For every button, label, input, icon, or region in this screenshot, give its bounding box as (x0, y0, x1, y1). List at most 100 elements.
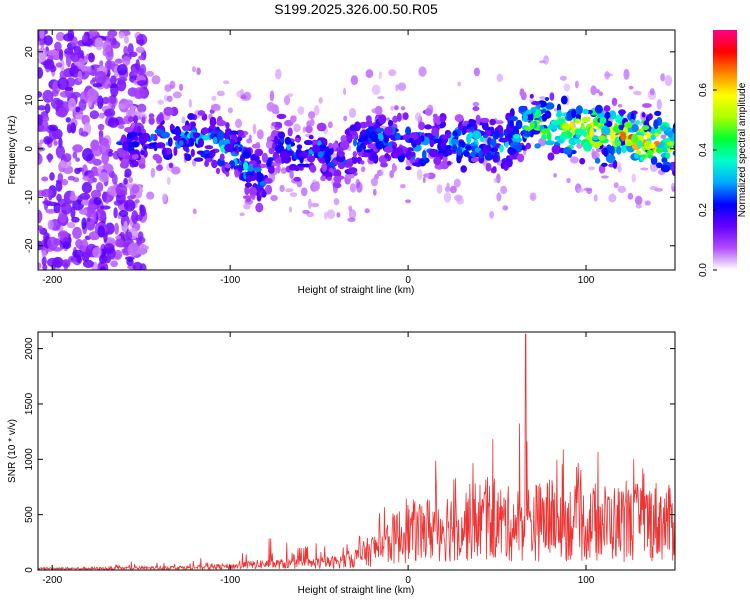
spectrogram-noise-blob (42, 200, 53, 205)
spectrogram-noise-blob (70, 190, 76, 201)
spectrogram-ridge-blob (519, 88, 525, 97)
spectrogram-noise-blob (92, 83, 103, 88)
spectrogram-ridge-blob (365, 115, 372, 123)
spectrogram-ridge-blob (541, 128, 550, 134)
spectrogram-noise-blob (93, 197, 102, 206)
spectrogram-noise-blob (65, 53, 72, 68)
spectrogram-ridge-blob (647, 113, 653, 120)
spectrogram-ridge-blob (463, 151, 470, 157)
spectrogram-speckle (416, 169, 423, 181)
spectrogram-ridge-blob (268, 147, 275, 155)
spectrogram-noise-blob (67, 30, 75, 41)
spectrogram-speckle (172, 91, 182, 99)
spectrogram-ridge-blob (280, 167, 287, 174)
spectrogram-ridge-blob (541, 134, 547, 141)
spectrogram-ridge-blob (645, 131, 651, 139)
spectrogram-noise-blob (90, 189, 102, 199)
spectrogram-noise-blob (115, 238, 124, 247)
colorbar-tick-label: 0.0 (698, 263, 709, 277)
spectrogram-ridge-blob (232, 147, 238, 152)
spectrogram-speckle (635, 204, 642, 209)
spectrogram-ridge-blob (402, 112, 409, 120)
spectrogram-ridge-blob (252, 167, 262, 173)
spectrogram-ridge-blob (653, 119, 659, 130)
spectrogram-speckle (348, 205, 353, 212)
spectrogram-ridge-blob (245, 197, 252, 203)
spectrogram-ridge-blob (655, 147, 664, 154)
colorbar: 0.0 0.2 0.4 0.6 Normalized spectral amplitu… (698, 30, 748, 277)
spectrogram-ridge-blob (394, 132, 401, 141)
spectrogram-noise-blob (113, 249, 123, 260)
spectrogram-ridge-blob (656, 162, 663, 169)
spectrogram-ridge-blob (337, 150, 345, 158)
spectrogram-speckle (377, 96, 385, 100)
spectrogram-noise-blob (41, 176, 49, 182)
spectrogram-noise-blob (81, 181, 92, 194)
spectrogram-ridge-blob (118, 124, 125, 129)
spectrogram-ridge-blob (197, 138, 204, 148)
spectrogram-ridge-blob (460, 165, 468, 173)
spectrogram-noise-blob (62, 153, 72, 163)
spectrogram-ridge-blob (561, 123, 571, 130)
snr-frame (37, 331, 676, 571)
spectrogram-speckle (418, 66, 427, 77)
spectrogram-ridge-blob (224, 163, 231, 169)
spectrogram-noise-blob (101, 152, 110, 165)
spectrogram-ridge-blob (616, 140, 622, 147)
spectrogram-speckle (289, 192, 298, 198)
spectrogram-ridge-blob (394, 105, 399, 111)
spectrogram-noise-blob (97, 95, 104, 110)
spectrogram-ridge-blob (620, 131, 626, 142)
spectrogram-ridge-blob (631, 124, 639, 132)
spectrogram-ridge-blob (534, 143, 541, 149)
spectrogram-ridge-blob (594, 157, 601, 164)
spectrogram-noise-blob (42, 264, 48, 270)
spectrogram-noise-blob (38, 91, 43, 98)
spectrogram-ridge-blob (324, 154, 331, 165)
spectrogram-y-axis-title: Frequency (Hz) (7, 116, 18, 185)
spectrogram-ridge-blob (549, 92, 555, 101)
spectrogram-ridge-blob (660, 164, 671, 173)
spectrogram-noise-blob (111, 104, 116, 110)
spectrogram-noise-blob (81, 34, 88, 43)
spectrogram-noise-blob (56, 193, 62, 202)
spectrogram-noise-blob (95, 182, 104, 192)
spectrogram-ridge-blob (156, 164, 163, 171)
colorbar-ticks: 0.0 0.2 0.4 0.6 (698, 83, 717, 277)
spectrogram-ridge-blob (255, 172, 264, 183)
spectrogram-noise-blob (137, 231, 144, 241)
spectrogram-speckle (311, 202, 320, 208)
spectrogram-noise-blob (82, 259, 94, 268)
spectrogram-speckle (256, 129, 264, 140)
spectrogram-speckle (664, 75, 673, 87)
spectrogram-speckle (349, 183, 357, 193)
spectrogram-ridge-blob (372, 153, 379, 164)
spectrogram-speckle (496, 192, 502, 202)
spectrogram-ridge-blob (431, 127, 439, 137)
spectrogram-speckle (196, 67, 201, 76)
spectrogram-noise-blob (54, 41, 62, 51)
spectrogram-noise-blob (55, 31, 65, 42)
spectrogram-speckle (576, 188, 585, 193)
spectrogram-noise-blob (53, 140, 58, 146)
spectrogram-ridge-blob (129, 150, 138, 155)
spectrogram-ridge-blob (333, 169, 342, 179)
spectrogram-ridge-blob (117, 149, 127, 158)
spectrogram-ridge-blob (529, 120, 535, 130)
spectrogram-ridge-blob (574, 138, 582, 144)
spectrogram-ridge-blob (120, 158, 128, 167)
spectrogram-speckle (240, 95, 246, 100)
spectrogram-speckle (336, 212, 341, 218)
spectrogram-ridge-blob (393, 147, 403, 157)
spectrogram-speckle (563, 83, 571, 92)
spectrogram-ridge-blob (624, 121, 633, 129)
spectrogram-noise-blob (76, 58, 85, 70)
spectrogram-speckle (640, 167, 649, 171)
spectrogram-ridge-blob (454, 114, 464, 122)
spectrogram-ridge-blob (647, 149, 654, 155)
spectrogram-noise-blob (41, 256, 47, 266)
spectrogram-speckle (502, 205, 509, 211)
spectrogram-ridge-blob (128, 177, 133, 184)
spectrogram-frame (37, 29, 676, 271)
spectrogram-ridge-blob (375, 127, 385, 133)
